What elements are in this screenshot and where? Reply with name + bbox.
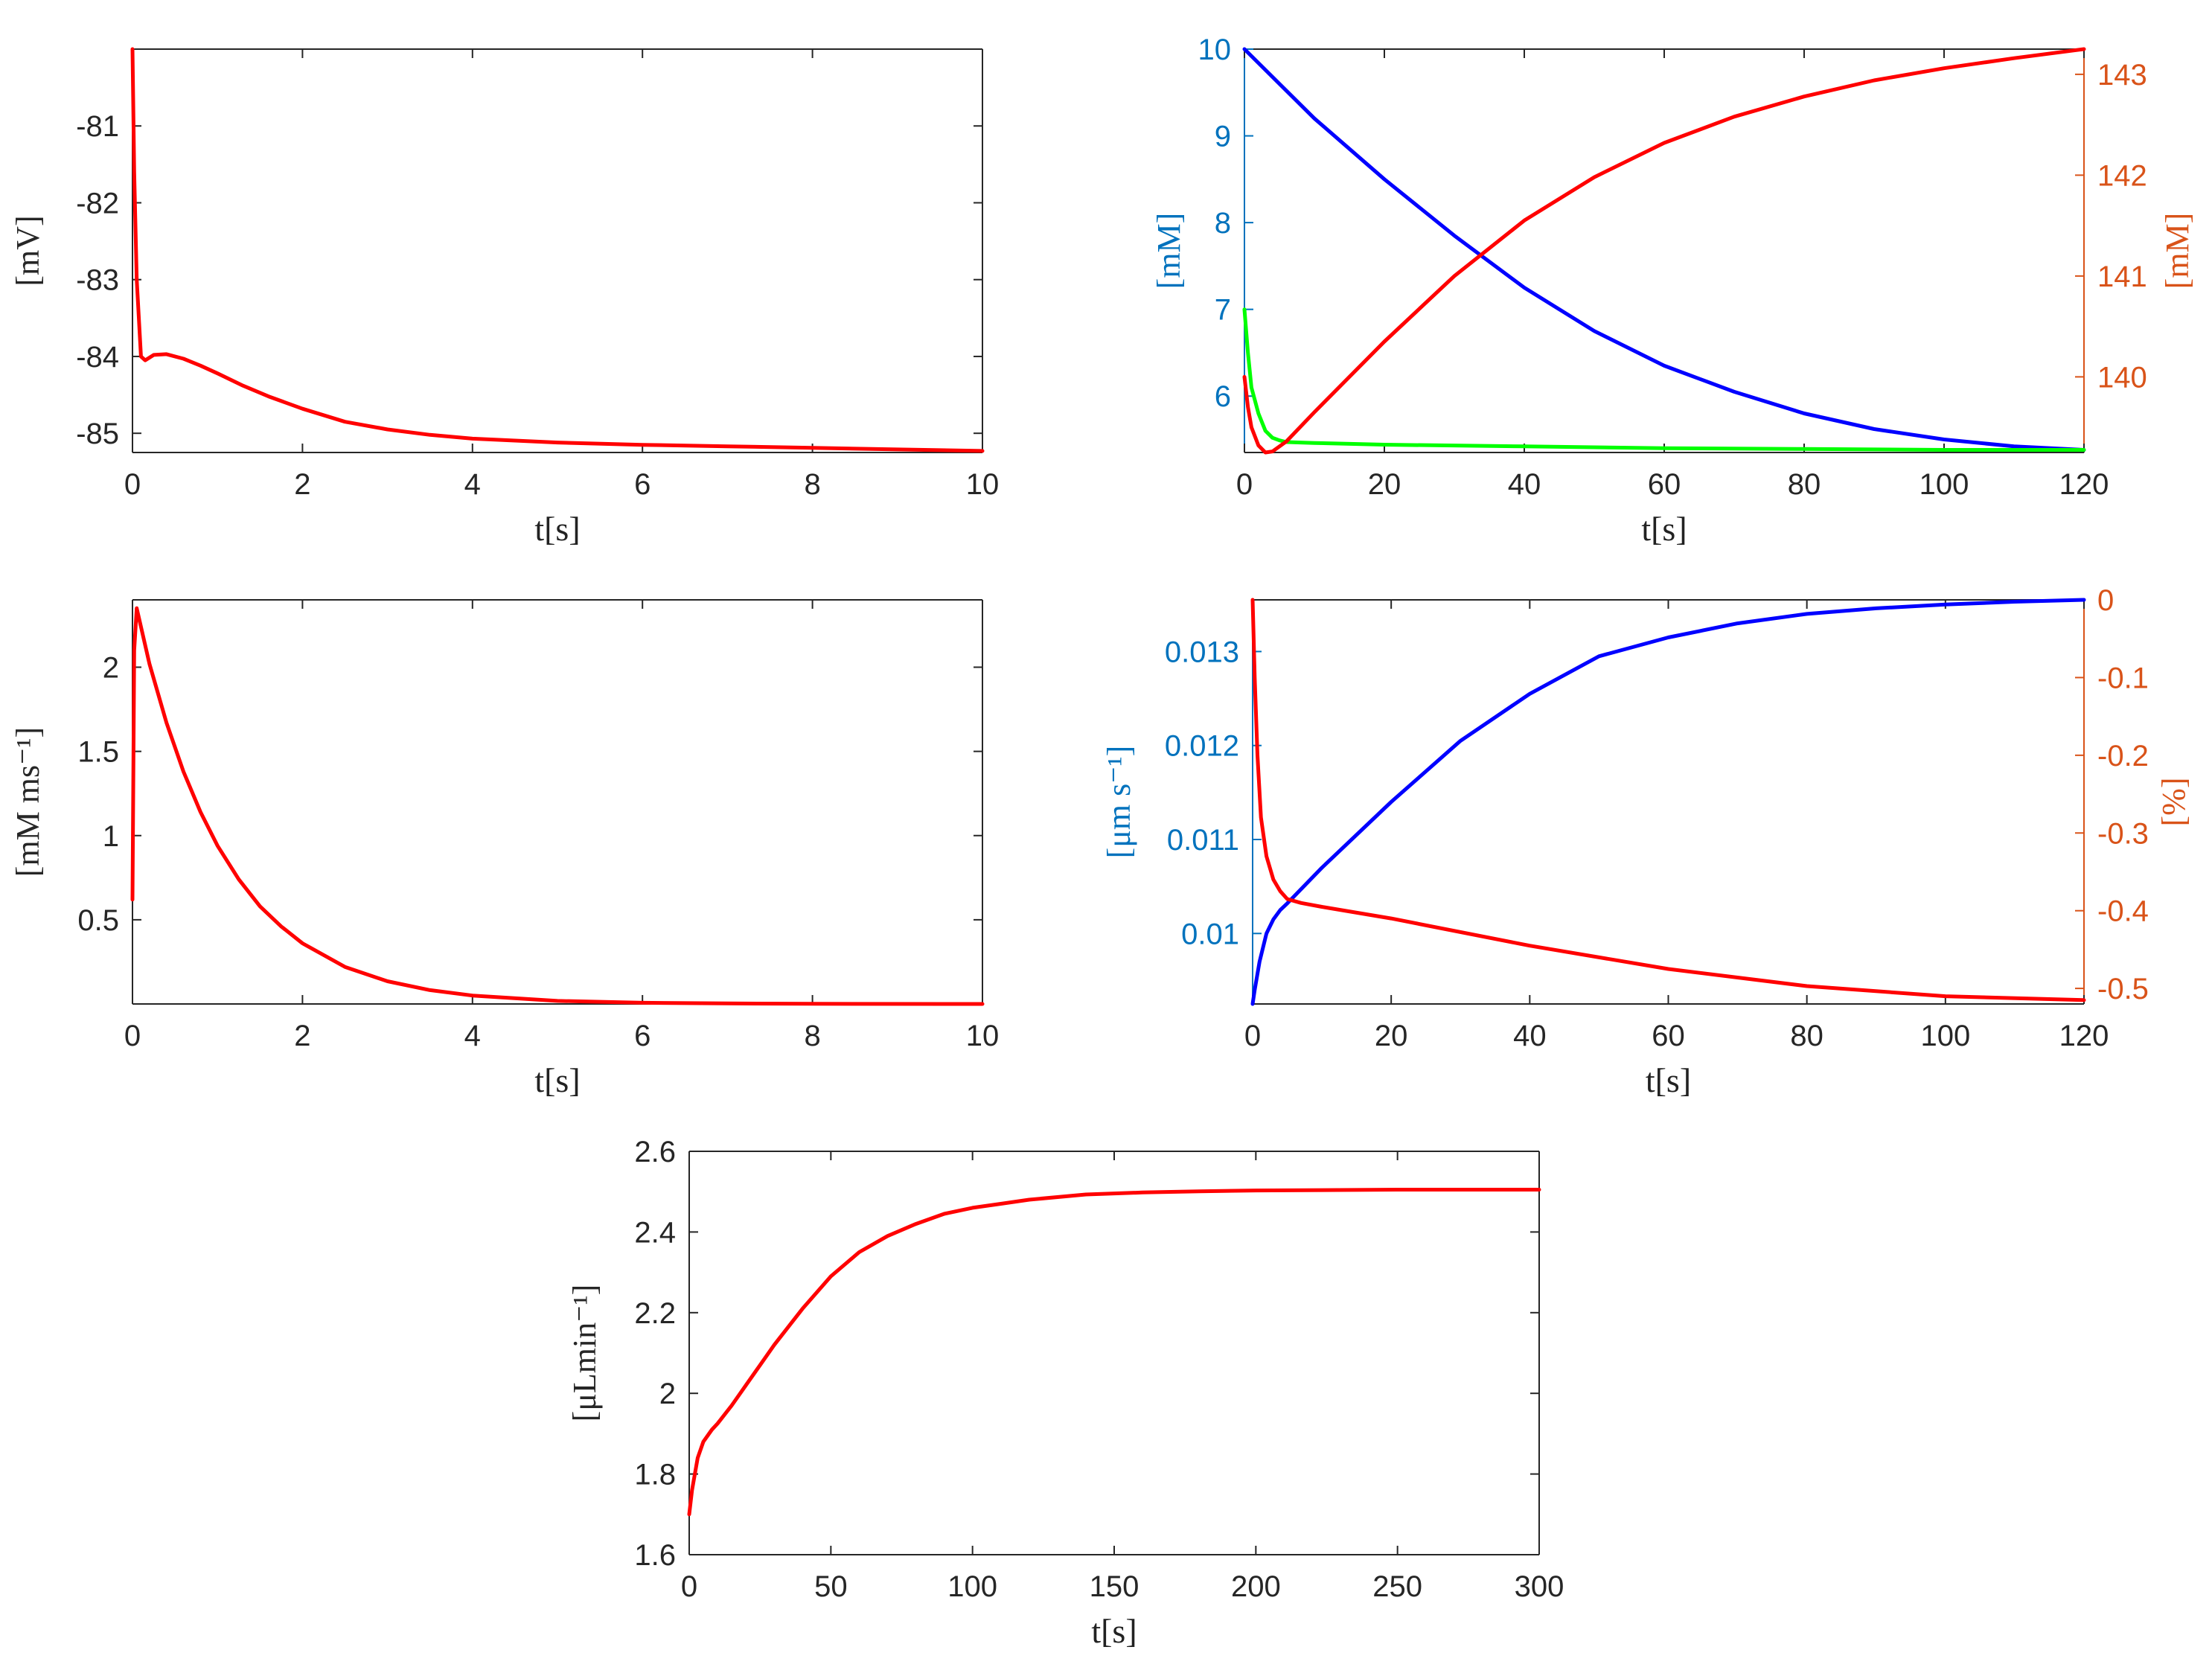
y-axis-label: [μm s⁻¹] — [1101, 746, 1137, 859]
x-tick-label: 40 — [1513, 1020, 1547, 1052]
y-tick-label-right: 142 — [2097, 159, 2147, 192]
x-tick-label: 80 — [1788, 468, 1821, 501]
x-tick-label: 0 — [1236, 468, 1253, 501]
x-tick-label: 300 — [1515, 1570, 1564, 1603]
x-axis-label: t[s] — [534, 510, 580, 548]
x-axis-label: t[s] — [1646, 1061, 1691, 1099]
y-tick-label: 0.013 — [1165, 636, 1239, 668]
series-line-0 — [1242, 47, 2086, 452]
x-tick-label: 10 — [966, 468, 1000, 501]
y-tick-label-right: 143 — [2097, 59, 2147, 92]
y-tick-label: 2 — [103, 652, 119, 685]
y-tick-label-right: -0.5 — [2097, 973, 2149, 1005]
y-axis-label: [mM ms⁻¹] — [10, 727, 46, 877]
y-tick-label-right: -0.4 — [2097, 895, 2149, 928]
series-line-0 — [130, 606, 985, 1006]
y-tick-label-right: -0.1 — [2097, 662, 2149, 694]
y-tick-label: 7 — [1215, 294, 1231, 327]
plot-area — [132, 49, 982, 452]
y-tick-label: 1 — [103, 820, 119, 853]
y-tick-label: 0.012 — [1165, 730, 1239, 763]
y-tick-label-right: -0.2 — [2097, 740, 2149, 773]
y-tick-label: 10 — [1198, 33, 1232, 66]
panel-flow-rate: 0 50 100 150 200 250 300 1.6 1.8 2 2.2 2.4 2.6 [μLmin… — [566, 1136, 1564, 1650]
x-tick-label: 20 — [1375, 1020, 1408, 1052]
x-tick-label: 100 — [947, 1570, 997, 1603]
x-tick-label: 8 — [804, 468, 820, 501]
y-tick-label: 1.5 — [77, 736, 119, 769]
y-tick-label: 0.01 — [1181, 918, 1239, 950]
x-tick-label: 0 — [681, 1570, 697, 1603]
x-tick-label: 50 — [814, 1570, 848, 1603]
y-tick-label: -81 — [76, 110, 119, 143]
x-tick-label: 2 — [294, 468, 310, 501]
y-axis-right-label: [mM] — [2159, 213, 2196, 290]
y-axis-right-label: [%] — [2155, 778, 2192, 827]
x-tick-label: 120 — [2059, 1020, 2109, 1052]
panel-velocity-volume: 0 20 40 60 80 100 120 0.01 0.011 0.012 0.013 0 -0.1 -… — [1101, 584, 2192, 1099]
y-tick-label: 0.5 — [77, 904, 119, 937]
series-line-1 — [1250, 598, 2086, 1002]
x-tick-label: 20 — [1368, 468, 1401, 501]
x-tick-label: 2 — [294, 1020, 310, 1052]
panel-flux: 0 2 4 6 8 10 0.5 1 1.5 2 [mM ms⁻¹] t[s] — [10, 599, 1000, 1099]
x-tick-label: 100 — [1919, 468, 1969, 501]
x-tick-label: 0 — [1244, 1020, 1261, 1052]
x-tick-label: 200 — [1231, 1570, 1281, 1603]
x-tick-label: 8 — [804, 1020, 820, 1052]
x-tick-label: 100 — [1920, 1020, 1970, 1052]
series-line-0 — [130, 47, 985, 453]
y-tick-label: 1.6 — [634, 1539, 676, 1572]
y-tick-label: -85 — [76, 418, 119, 450]
y-axis-label: [μLmin⁻¹] — [566, 1285, 603, 1422]
x-tick-label: 40 — [1508, 468, 1541, 501]
y-tick-label: 0.011 — [1167, 824, 1239, 857]
x-tick-label: 6 — [634, 468, 651, 501]
x-tick-label: 0 — [124, 1020, 141, 1052]
series-line-2 — [1242, 47, 2086, 455]
x-tick-label: 4 — [464, 468, 481, 501]
y-tick-label: -84 — [76, 341, 119, 374]
x-axis-label: t[s] — [534, 1061, 580, 1099]
y-tick-label: 2 — [659, 1378, 676, 1410]
x-axis-label: t[s] — [1641, 510, 1687, 548]
y-tick-label-right: 0 — [2097, 584, 2114, 617]
plot-area — [132, 600, 982, 1004]
y-tick-label: -82 — [76, 187, 119, 220]
y-tick-label-right: 140 — [2097, 361, 2147, 394]
y-tick-label: 2.6 — [634, 1136, 676, 1168]
y-tick-label: 6 — [1215, 380, 1231, 413]
plot-area — [1253, 600, 2084, 1004]
y-axis-label: [mM] — [1151, 213, 1187, 290]
y-tick-label: 1.8 — [634, 1459, 676, 1491]
x-tick-label: 150 — [1090, 1570, 1139, 1603]
plot-area — [689, 1151, 1539, 1555]
x-tick-label: 60 — [1648, 468, 1681, 501]
series-line-0 — [1250, 598, 2086, 1006]
x-tick-label: 0 — [124, 468, 141, 501]
y-tick-label: 8 — [1215, 207, 1231, 240]
x-axis-label: t[s] — [1091, 1612, 1137, 1650]
y-tick-label: 9 — [1215, 121, 1231, 153]
series-line-0 — [687, 1188, 1541, 1517]
y-axis-label: [mV] — [10, 215, 46, 286]
x-tick-label: 120 — [2059, 468, 2109, 501]
y-tick-label-right: -0.3 — [2097, 817, 2149, 850]
x-tick-label: 60 — [1652, 1020, 1685, 1052]
plot-area — [1244, 49, 2084, 452]
panel-membrane-potential: 0 2 4 6 8 10 -85 -84 -83 -82 -81 [mV] t[s] — [10, 47, 1000, 548]
y-tick-label: -83 — [76, 264, 119, 297]
x-tick-label: 4 — [464, 1020, 481, 1052]
y-tick-label: 2.4 — [634, 1216, 676, 1249]
y-tick-label: 2.2 — [634, 1297, 676, 1330]
panel-concentrations: 0 20 40 60 80 100 120 6 7 8 9 10 140 141 142 143 [mM] [mM… — [1151, 33, 2196, 548]
x-tick-label: 80 — [1790, 1020, 1823, 1052]
x-tick-label: 250 — [1372, 1570, 1422, 1603]
x-tick-label: 6 — [634, 1020, 651, 1052]
x-tick-label: 10 — [966, 1020, 1000, 1052]
y-tick-label-right: 141 — [2097, 260, 2147, 293]
